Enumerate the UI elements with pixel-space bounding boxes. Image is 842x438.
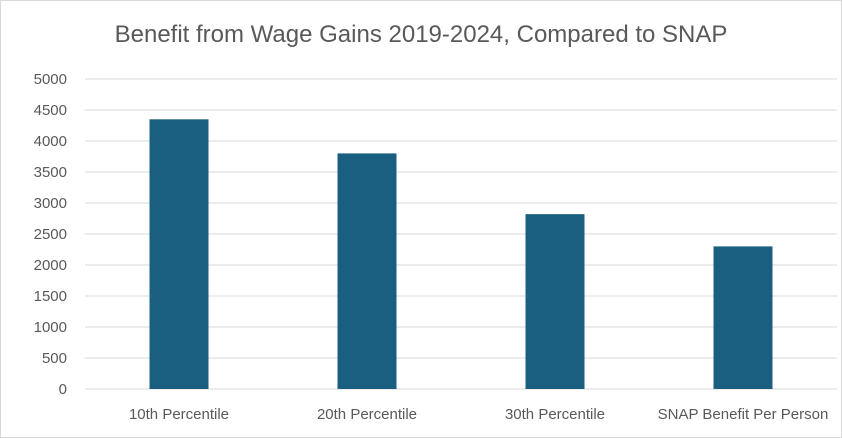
gridlines — [85, 78, 837, 390]
bar-1 — [149, 119, 209, 390]
x-axis-categories: 10th Percentile 20th Percentile 30th Perce… — [129, 406, 828, 423]
y-tick-label: 4000 — [34, 133, 67, 150]
y-tick-label: 500 — [42, 350, 67, 367]
y-axis-ticks: 0 500 1000 1500 2000 2500 3000 3500 4000 4500 5000 — [34, 71, 67, 398]
chart-title: Benefit from Wage Gains 2019-2024, Compa… — [114, 21, 728, 48]
y-tick-label: 0 — [59, 381, 67, 398]
bar-2 — [337, 153, 397, 389]
bar-4 — [713, 246, 773, 389]
y-tick-label: 3000 — [34, 195, 67, 212]
x-category-label: 30th Percentile — [505, 406, 605, 423]
y-tick-label: 1000 — [34, 319, 67, 336]
y-tick-label: 4500 — [34, 102, 67, 119]
bar-3 — [525, 214, 585, 389]
y-tick-label: 5000 — [34, 71, 67, 88]
x-category-label: SNAP Benefit Per Person — [658, 406, 829, 423]
bars — [149, 119, 773, 390]
y-tick-label: 3500 — [34, 164, 67, 181]
y-tick-label: 1500 — [34, 288, 67, 305]
x-category-label: 20th Percentile — [317, 406, 417, 423]
x-category-label: 10th Percentile — [129, 406, 229, 423]
y-tick-label: 2000 — [34, 257, 67, 274]
y-tick-label: 2500 — [34, 226, 67, 243]
